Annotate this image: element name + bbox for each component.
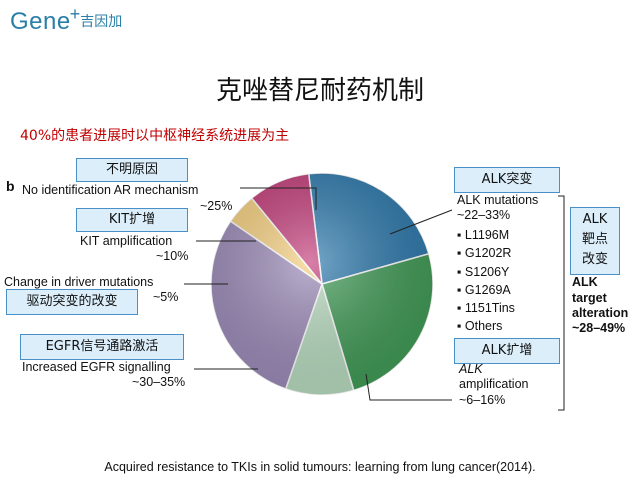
bullet-icon: ▪ [457, 246, 465, 261]
alk-mutation-item: ▪ L1196M [457, 226, 515, 244]
logo-chinese-name: 吉因加 [80, 13, 123, 29]
box-kit-amplification: KIT扩增 [76, 208, 188, 232]
label-kit-pct: ~10% [156, 249, 189, 263]
label-alk-target-pct: ~28–49% [572, 321, 626, 335]
alk-mutation-item: ▪ Others [457, 317, 515, 335]
label-egfr-name: Increased EGFR signalling [22, 360, 171, 374]
box-alk-amplification: ALK扩增 [454, 338, 560, 364]
label-alk-mut-name: ALK mutations [457, 193, 539, 207]
label-alk-target-3: alteration [572, 306, 629, 320]
label-driver-name: Change in driver mutations [4, 275, 154, 289]
leader-unknown [240, 187, 317, 210]
box-driver-change: 驱动突变的改变 [6, 289, 138, 315]
label-alk-amp-name: ALK [459, 362, 483, 376]
label-alk-mut-pct: ~22–33% [457, 208, 511, 222]
bullet-icon: ▪ [457, 301, 465, 316]
leader-alk-mut [389, 209, 453, 235]
label-alk-amp-pct: ~6–16% [459, 393, 506, 407]
label-unknown-name: No identification AR mechanism [22, 183, 199, 197]
label-alk-amp-name2: amplification [459, 377, 529, 391]
label-unknown-pct: ~25% [200, 199, 233, 213]
label-egfr-pct: ~30–35% [132, 375, 186, 389]
label-alk-target-1: ALK [572, 275, 598, 289]
alk-mutation-label: S1206Y [464, 264, 510, 279]
alk-mutation-list: ▪ L1196M ▪ G1202R ▪ S1206Y ▪ G1269A ▪ 1151Ti… [457, 226, 515, 336]
box-unknown-cause: 不明原因 [76, 158, 188, 182]
alk-mutation-item: ▪ 1151Tins [457, 299, 515, 317]
company-logo: Gene+吉因加 [10, 4, 123, 36]
bullet-icon: ▪ [457, 319, 465, 334]
label-alk-target-2: target [572, 291, 607, 305]
slide-subtitle: 40%的患者进展时以中枢神经系统进展为主 [20, 128, 290, 144]
alk-mutation-item: ▪ G1269A [457, 281, 515, 299]
citation: Acquired resistance to TKIs in solid tum… [104, 460, 536, 474]
bullet-icon: ▪ [457, 282, 465, 297]
label-kit-name: KIT amplification [80, 234, 173, 248]
alk-mutation-label: G1202R [464, 246, 512, 261]
alk-mutation-item: ▪ S1206Y [457, 263, 515, 281]
alk-mutation-label: 1151Tins [464, 301, 515, 316]
box-egfr-activation: EGFR信号通路激活 [20, 334, 184, 360]
alk-mutation-label: G1269A [464, 282, 511, 297]
box-alk-target-alteration: ALK 靶点 改变 [570, 207, 620, 275]
logo-wordmark: Gene [10, 8, 71, 35]
alk-mutation-label: Others [464, 319, 503, 334]
alk-bracket [558, 195, 565, 411]
alk-mutation-item: ▪ G1202R [457, 244, 515, 262]
pie-slices [210, 172, 434, 396]
bullet-icon: ▪ [457, 228, 465, 242]
panel-letter: b [6, 178, 15, 194]
slide-title: 克唑替尼耐药机制 [215, 76, 424, 106]
box-alk-mutation: ALK突变 [454, 167, 560, 193]
leader-alk-amp [365, 373, 452, 401]
bullet-icon: ▪ [457, 264, 465, 279]
logo-plus: + [69, 4, 81, 24]
leader-lines [184, 187, 565, 411]
label-driver-pct: ~5% [153, 290, 179, 304]
alk-mutation-label: L1196M [464, 228, 510, 242]
